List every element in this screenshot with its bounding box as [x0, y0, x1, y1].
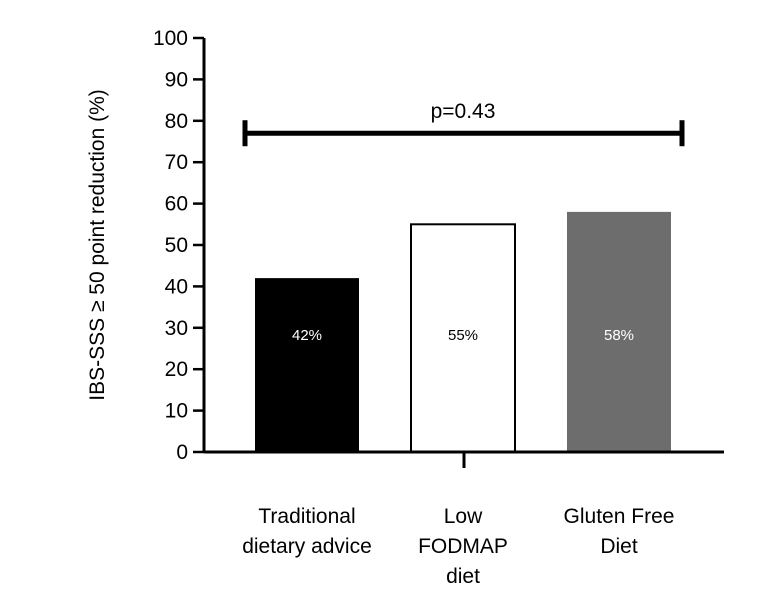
- significance-bracket: p=0.43: [242, 100, 685, 147]
- bars: 42% 55% 58%: [255, 211, 671, 453]
- y-tick-label: 90: [165, 68, 188, 91]
- x-category-label: dietary advice: [242, 535, 372, 558]
- bar-1: [255, 278, 359, 452]
- x-axis: Traditional dietary advice Low FODMAP diet Gl…: [204, 450, 724, 588]
- data-label-1: 42%: [292, 327, 322, 344]
- y-tick-label: 20: [165, 358, 188, 381]
- x-category-label: Low: [444, 505, 483, 528]
- y-tick-label: 70: [165, 151, 188, 174]
- y-axis-label: IBS-SSS ≥ 50 point reduction (%): [86, 89, 109, 401]
- y-tick-label: 30: [165, 317, 188, 340]
- data-label-2: 55%: [448, 327, 478, 344]
- data-label-3: 58%: [604, 327, 634, 344]
- x-category-label: Traditional: [258, 505, 355, 528]
- bar-2: [410, 223, 516, 453]
- y-tick-label: 50: [165, 234, 188, 257]
- p-value-label: p=0.43: [431, 100, 496, 123]
- x-category-label: FODMAP: [418, 535, 508, 558]
- y-tick-label: 100: [153, 27, 188, 50]
- y-tick-label: 0: [176, 441, 188, 464]
- y-tick-label: 40: [165, 275, 188, 298]
- y-tick-label: 60: [165, 193, 188, 216]
- bar-3: [567, 211, 671, 452]
- y-axis: 0 10 20 30 40 50 60 70 80 90 100: [153, 27, 206, 464]
- y-tick-label: 80: [165, 110, 188, 133]
- y-tick-label: 10: [165, 400, 188, 423]
- x-category-label: Gluten Free: [564, 505, 675, 528]
- x-category-label: Diet: [600, 535, 638, 558]
- x-category-label: diet: [446, 565, 480, 588]
